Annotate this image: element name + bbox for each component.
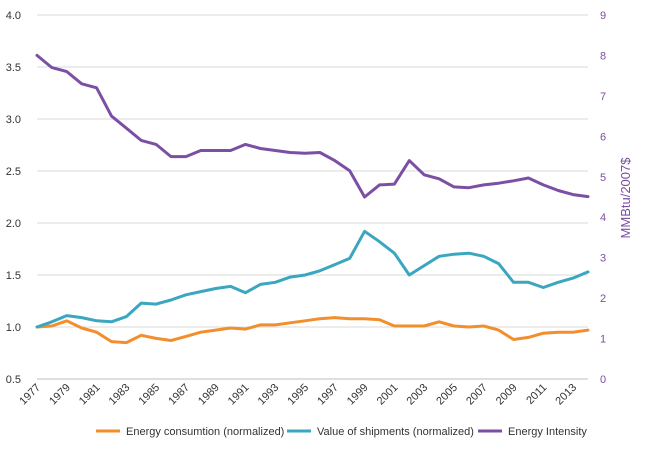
y-tick-left: 3.5 xyxy=(6,62,21,74)
y-tick-right: 1 xyxy=(600,334,606,346)
x-tick: 1989 xyxy=(196,382,222,408)
y-tick-right: 4 xyxy=(600,212,606,224)
left-axis-ticks: 0.5 1.0 1.5 2.0 2.5 3.0 3.5 4.0 xyxy=(6,10,21,386)
x-tick: 1987 xyxy=(166,382,192,408)
x-tick: 2001 xyxy=(375,382,401,408)
x-tick: 1999 xyxy=(345,382,371,408)
legend: Energy consumtion (normalized) Value of s… xyxy=(96,426,587,438)
y-tick-right: 3 xyxy=(600,253,606,265)
x-tick: 1997 xyxy=(315,382,341,408)
legend-label: Value of shipments (normalized) xyxy=(317,426,474,438)
x-tick: 2009 xyxy=(494,382,520,408)
y-tick-left: 2.5 xyxy=(6,166,21,178)
y-tick-right: 7 xyxy=(600,91,606,103)
y-tick-right: 9 xyxy=(600,10,606,22)
y-tick-left: 1.5 xyxy=(6,270,21,282)
y-tick-right: 5 xyxy=(600,172,606,184)
series-lines xyxy=(35,53,590,345)
y-tick-left: 2.0 xyxy=(6,218,21,230)
x-tick: 2011 xyxy=(524,382,549,407)
y-tick-right: 2 xyxy=(600,293,606,305)
right-axis-ticks: 0 1 2 3 4 5 6 7 8 9 xyxy=(600,10,606,386)
y-tick-right: 8 xyxy=(600,50,606,62)
right-axis-title: MMBtu/2007$ xyxy=(618,157,633,239)
legend-label: Energy Intensity xyxy=(508,426,587,438)
y-tick-left: 0.5 xyxy=(6,374,21,386)
series-line-2 xyxy=(35,229,590,329)
x-tick: 1991 xyxy=(226,382,252,408)
x-tick: 1993 xyxy=(256,382,282,408)
grid-lines xyxy=(37,14,588,380)
x-tick: 1979 xyxy=(47,382,73,408)
y-tick-left: 4.0 xyxy=(6,10,21,22)
y-tick-left: 1.0 xyxy=(6,322,21,334)
x-tick: 2003 xyxy=(405,382,431,408)
x-tick: 2007 xyxy=(464,382,490,408)
x-axis-ticks: 1977 1979 1981 1983 1985 1987 1989 1991 1993 1995… xyxy=(17,382,579,408)
y-tick-left: 3.0 xyxy=(6,114,21,126)
x-tick: 1985 xyxy=(136,382,162,408)
x-tick: 1977 xyxy=(17,382,43,408)
legend-label: Energy consumtion (normalized) xyxy=(126,426,284,438)
x-tick: 1983 xyxy=(107,382,133,408)
series-line-3 xyxy=(35,53,590,199)
y-tick-right: 0 xyxy=(600,374,606,386)
x-tick: 2005 xyxy=(434,382,460,408)
x-tick: 1995 xyxy=(285,382,311,408)
series-line-1 xyxy=(35,316,590,345)
x-tick: 2013 xyxy=(553,382,579,408)
x-tick: 1981 xyxy=(77,382,103,408)
y-tick-right: 6 xyxy=(600,131,606,143)
